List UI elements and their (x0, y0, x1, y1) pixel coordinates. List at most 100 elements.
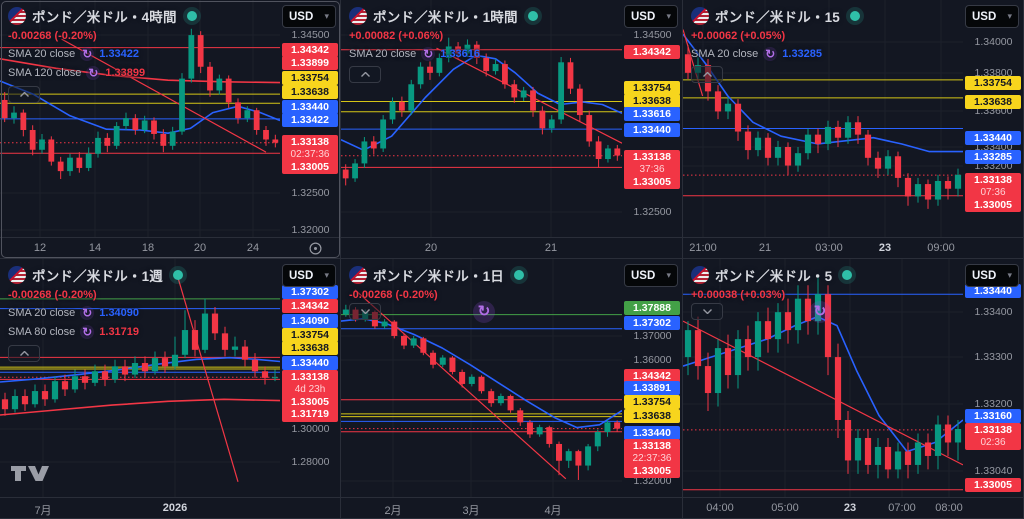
price-level-label: 1.33616 (624, 107, 680, 121)
chart-plot-area[interactable] (0, 259, 280, 497)
sma-label: SMA 20 close (691, 48, 759, 60)
current-price-label: 1.33138 07:36 1.33005 (965, 173, 1021, 212)
current-price-label: 1.33138 02:37:36 1.33005 (282, 135, 338, 174)
time-axis[interactable]: 20 21 (341, 237, 683, 259)
market-status-dot-icon (527, 11, 538, 21)
symbol-title-row[interactable]: ポンド／米ドル・5 (691, 265, 853, 285)
chart-plot-area[interactable] (341, 0, 622, 237)
time-tick: 21:00 (689, 242, 717, 254)
gbpusd-flag-icon (349, 7, 367, 25)
price-tick: 1.32000 (291, 224, 330, 236)
price-tick: 1.33300 (974, 351, 1013, 363)
symbol-title-row[interactable]: ポンド／米ドル・1時間 (349, 6, 538, 26)
indicator-sync-icon: ↻ (80, 47, 95, 61)
time-axis[interactable]: 04:00 05:00 23 07:00 08:00 (683, 497, 1024, 519)
price-level-label: 1.33160 (965, 409, 1021, 423)
chart-plot-area[interactable] (0, 0, 280, 237)
price-scale[interactable]: 1.30000 1.28000 1.37302 1.34342 1.34090 1.337… (280, 259, 341, 497)
time-tick: 14 (88, 242, 102, 254)
indicator-sync-icon: ↻ (86, 66, 101, 80)
currency-label: USD (631, 10, 656, 23)
currency-toggle-button[interactable]: USD ▾ (282, 5, 336, 28)
indicator-sync-icon: ↻ (80, 325, 95, 339)
price-value: 1.33005 (633, 464, 671, 477)
sma-indicator-row[interactable]: SMA 20 close ↻ 1.33285 (691, 47, 860, 61)
legend-collapse-button[interactable] (8, 86, 40, 103)
chart-panel: ポンド／米ドル・5 +0.00038 (+0.03%) USD ▾ 1.3340… (683, 259, 1024, 519)
price-scale[interactable]: 1.37000 1.36000 1.32000 1.37888 1.37302 1.343… (622, 259, 683, 497)
sma-value: 1.34090 (99, 307, 140, 319)
market-status-dot-icon (173, 270, 184, 280)
price-value: 1.33138 (633, 151, 671, 163)
market-status-dot-icon (842, 270, 853, 280)
price-scale[interactable]: 1.34500 1.32500 1.34342 1.33754 1.33638 1.336… (622, 0, 683, 237)
currency-toggle-button[interactable]: USD ▾ (624, 264, 678, 287)
price-value: 1.33138 (974, 174, 1012, 186)
time-axis[interactable]: 21:00 21 03:00 23 09:00 (683, 237, 1024, 259)
current-price-label: 1.33138 4d 23h 1.33005 1.31719 (282, 370, 338, 422)
current-price-label: 1.33138 22:37:36 1.33005 (624, 439, 680, 478)
chart-plot-area[interactable] (683, 0, 963, 237)
indicator-sync-icon[interactable]: ↻ (809, 301, 831, 323)
price-level-label: 1.33754 (624, 395, 680, 409)
currency-toggle-button[interactable]: USD ▾ (965, 264, 1019, 287)
price-change: -0.00268 (-0.20%) (8, 289, 97, 301)
currency-toggle-button[interactable]: USD ▾ (965, 5, 1019, 28)
price-scale[interactable]: 1.33400 1.33300 1.33200 1.33040 1.33440 1.331… (963, 259, 1024, 497)
currency-toggle-button[interactable]: USD ▾ (624, 5, 678, 28)
price-scale[interactable]: 1.34000 1.33800 1.33600 1.33400 1.33200 1.337… (963, 0, 1024, 237)
indicator-sync-icon: ↻ (421, 47, 436, 61)
price-level-label: 1.33891 (624, 381, 680, 395)
price-change: -0.00268 (-0.20%) (349, 289, 438, 301)
tradingview-logo[interactable] (10, 465, 50, 487)
symbol-title-row[interactable]: ポンド／米ドル・1週 (8, 265, 184, 285)
price-value: 1.33138 (291, 136, 329, 148)
price-value: 1.33005 (974, 198, 1012, 211)
price-change: -0.00268 (-0.20%) (8, 30, 97, 42)
chart-legend: ポンド／米ドル・1日 -0.00268 (-0.20%) (349, 265, 525, 301)
price-tick: 1.32500 (633, 206, 672, 218)
time-axis[interactable]: 7月 2026 (0, 497, 341, 519)
sma-label: SMA 20 close (349, 48, 417, 60)
price-level-label: 1.33422 (282, 113, 338, 127)
indicator-sync-icon[interactable]: ↻ (473, 301, 495, 323)
price-tick: 1.34500 (633, 29, 672, 41)
gbpusd-flag-icon (691, 266, 709, 284)
price-level-label: 1.33638 (282, 85, 338, 99)
chart-legend: ポンド／米ドル・5 +0.00038 (+0.03%) (691, 265, 853, 301)
sma-indicator-row[interactable]: SMA 80 close ↻ 1.31719 (8, 325, 183, 339)
indicator-rows: SMA 20 close ↻ 1.33616 (349, 47, 538, 61)
symbol-title-row[interactable]: ポンド／米ドル・1日 (349, 265, 525, 285)
chevron-down-icon: ▾ (666, 11, 671, 21)
symbol-title-row[interactable]: ポンド／米ドル・15 (691, 6, 861, 26)
indicator-rows: SMA 20 close ↻ 1.34090 SMA 80 close ↻ 1.31719 (8, 306, 183, 339)
scale-settings-gear-icon[interactable] (308, 241, 323, 259)
legend-collapse-button[interactable] (349, 66, 381, 83)
sma-indicator-row[interactable]: SMA 20 close ↻ 1.33422 (8, 47, 197, 61)
chart-plot-area[interactable] (341, 259, 622, 497)
price-level-label: 1.34342 (282, 43, 338, 57)
chart-plot-area[interactable] (683, 259, 963, 497)
price-value: 1.31719 (291, 408, 329, 420)
time-axis[interactable]: 2月 3月 4月 (341, 497, 683, 519)
price-tick: 1.34500 (291, 29, 330, 41)
symbol-title-row[interactable]: ポンド／米ドル・4時間 (8, 6, 197, 26)
sma-indicator-row[interactable]: SMA 20 close ↻ 1.33616 (349, 47, 538, 61)
currency-label: USD (972, 269, 997, 282)
sma-indicator-row[interactable]: SMA 20 close ↻ 1.34090 (8, 306, 183, 320)
sma-indicator-row[interactable]: SMA 120 close ↻ 1.33899 (8, 66, 197, 80)
legend-collapse-button[interactable] (8, 345, 40, 362)
time-tick: 12 (33, 242, 47, 254)
current-price-label: 1.33138 37:36 1.33005 (624, 150, 680, 189)
price-scale[interactable]: 1.34500 1.32500 1.32000 1.34342 1.33899 1.337… (280, 0, 341, 237)
currency-toggle-button[interactable]: USD ▾ (282, 264, 336, 287)
price-change: +0.00038 (+0.03%) (691, 289, 786, 301)
time-axis[interactable]: 12 14 18 20 24 (0, 237, 341, 259)
time-tick: 3月 (462, 505, 480, 517)
time-tick: 23 (843, 502, 857, 514)
bar-countdown: 02:37:36 (290, 148, 330, 160)
price-tick: 1.32000 (633, 475, 672, 487)
legend-expand-button[interactable] (349, 303, 381, 320)
legend-collapse-button[interactable] (691, 66, 723, 83)
legend-expand-button[interactable] (691, 303, 723, 320)
